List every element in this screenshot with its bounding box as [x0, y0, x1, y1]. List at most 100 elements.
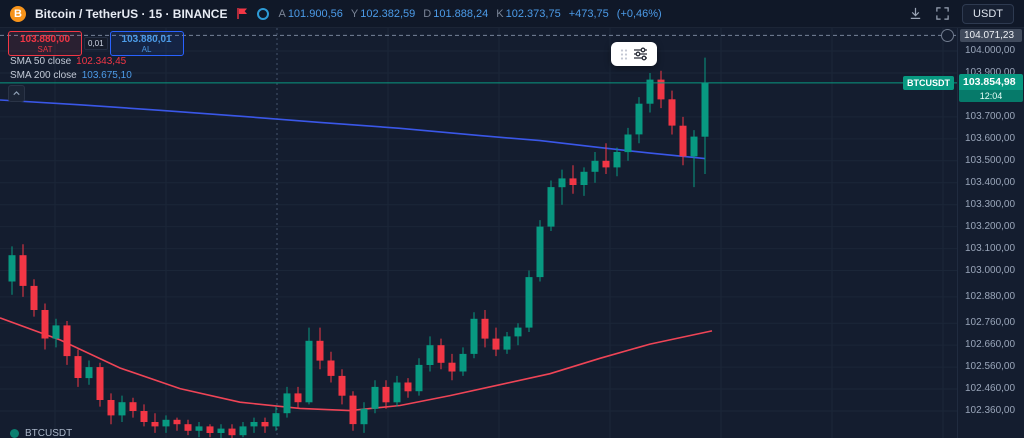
candle-up — [503, 336, 511, 350]
candle-up — [283, 393, 291, 414]
candle-down — [316, 340, 324, 361]
candle-down — [41, 310, 49, 339]
price-tick-label: 102.660,00 — [965, 339, 1016, 351]
candle-down — [107, 400, 115, 416]
price-tick-label: 103.900,00 — [965, 67, 1016, 78]
candle-down — [492, 338, 500, 350]
candle-up — [701, 82, 709, 137]
header-actions: USDT — [908, 3, 1014, 24]
candle-up — [85, 367, 93, 379]
buy-button[interactable]: 103.880,01 AL — [109, 31, 184, 56]
price-tick-label: 102.880,00 — [965, 290, 1016, 302]
candle-up — [360, 408, 368, 425]
candle-up — [470, 318, 478, 354]
candle-down — [173, 419, 181, 425]
high-price-badge[interactable]: 104.071,23 — [960, 29, 1022, 42]
price-tick-label: 103.700,00 — [965, 110, 1016, 122]
candle-up — [525, 277, 533, 328]
ohlc-values: A 101.900,56 Y 102.382,59 D 101.888,24 K 102… — [278, 8, 661, 20]
ohlc-open: A 101.900,56 — [278, 7, 343, 20]
candle-up — [239, 426, 247, 436]
chevron-up-icon — [13, 91, 20, 96]
candle-down — [261, 422, 269, 427]
price-tick-label: 102.560,00 — [965, 361, 1016, 373]
indicator-row[interactable]: SMA 200 close 103.675,10 — [10, 69, 132, 83]
chart-header: B Bitcoin / TetherUS · 15 · BINANCE A 101… — [0, 0, 1024, 28]
candle-down — [668, 99, 676, 126]
collapse-legend-button[interactable] — [8, 85, 25, 102]
buy-price: 103.880,01 — [121, 34, 172, 45]
indicator-name: SMA 200 close — [10, 70, 77, 81]
price-tick-label: 104.000,00 — [965, 45, 1016, 57]
candle-down — [569, 178, 577, 185]
price-axis[interactable]: 104.000,00 103.900,00 103.700,00 103.600,00… — [957, 28, 1024, 438]
candle-up — [591, 160, 599, 172]
sell-button[interactable]: 103.880,00 SAT — [8, 31, 82, 56]
candle-up — [162, 419, 170, 427]
candle-up — [118, 402, 126, 416]
candle-up — [646, 79, 654, 104]
candle-up — [547, 187, 555, 227]
price-tick-label: 103.100,00 — [965, 242, 1016, 254]
arrow-download-icon[interactable] — [908, 6, 923, 21]
change-percent: (+0,46%) — [616, 7, 662, 20]
candle-up — [52, 325, 60, 339]
floating-indicator-toolbar[interactable] — [611, 42, 657, 66]
candle-down — [151, 422, 159, 427]
candle-down — [448, 362, 456, 372]
flag-icon[interactable] — [236, 7, 248, 20]
candle-up — [536, 226, 544, 278]
price-tick-label: 103.600,00 — [965, 132, 1016, 144]
candle-down — [327, 360, 335, 376]
ohlc-low: D 101.888,24 — [423, 7, 489, 20]
candle-up — [371, 386, 379, 409]
candle-down — [294, 393, 302, 403]
candle-down — [129, 402, 137, 411]
indicator-row[interactable]: SMA 50 close 102.343,45 — [10, 55, 132, 69]
drag-handle-icon[interactable] — [620, 48, 628, 61]
bar-countdown: 12:04 — [959, 89, 1023, 102]
indicator-value: 102.343,45 — [76, 56, 127, 67]
price-tick-label: 103.000,00 — [965, 264, 1016, 276]
fullscreen-icon[interactable] — [935, 6, 950, 21]
bitcoin-logo-icon: B — [10, 5, 26, 22]
candle-down — [63, 325, 71, 357]
pane-status-icon — [10, 429, 19, 438]
indicator-settings-icon[interactable] — [633, 47, 648, 61]
ohlc-close: K 102.373,75 — [496, 7, 561, 20]
indicator-name: SMA 50 close — [10, 56, 72, 67]
price-tick-label: 103.500,00 — [965, 154, 1016, 166]
candle-up — [393, 382, 401, 403]
candle-up — [580, 171, 588, 185]
candle-down — [404, 382, 412, 392]
candle-down — [679, 125, 687, 157]
candle-up — [250, 422, 258, 427]
price-tick-label: 102.460,00 — [965, 383, 1016, 395]
candle-up — [635, 103, 643, 135]
market-status-icon — [257, 7, 270, 20]
bottom-pane-legend[interactable]: BTCUSDT — [10, 428, 72, 438]
candle-up — [426, 345, 434, 365]
candle-down — [140, 411, 148, 422]
candle-up — [514, 327, 522, 337]
currency-usdt-button[interactable]: USDT — [962, 3, 1014, 24]
symbol-price-tag: BTCUSDT — [903, 75, 954, 90]
candle-down — [657, 79, 665, 100]
sell-price: 103.880,00 — [19, 34, 71, 45]
candle-up — [8, 255, 16, 282]
candle-down — [228, 428, 236, 436]
candle-down — [184, 424, 192, 431]
price-tick-label: 102.360,00 — [965, 405, 1016, 416]
buy-label: AL — [141, 45, 152, 54]
candle-down — [19, 255, 27, 286]
candle-up — [217, 428, 225, 433]
candle-up — [558, 178, 566, 188]
symbol-title[interactable]: Bitcoin / TetherUS · 15 · BINANCE — [35, 6, 228, 21]
last-price-badge[interactable]: 103.854,98 12:04 — [959, 73, 1023, 102]
candle-down — [382, 386, 390, 403]
price-tick-label: 103.200,00 — [965, 220, 1016, 232]
sell-label: SAT — [37, 45, 53, 54]
price-alert-icon[interactable] — [941, 29, 954, 43]
sma-200-line — [0, 99, 706, 160]
